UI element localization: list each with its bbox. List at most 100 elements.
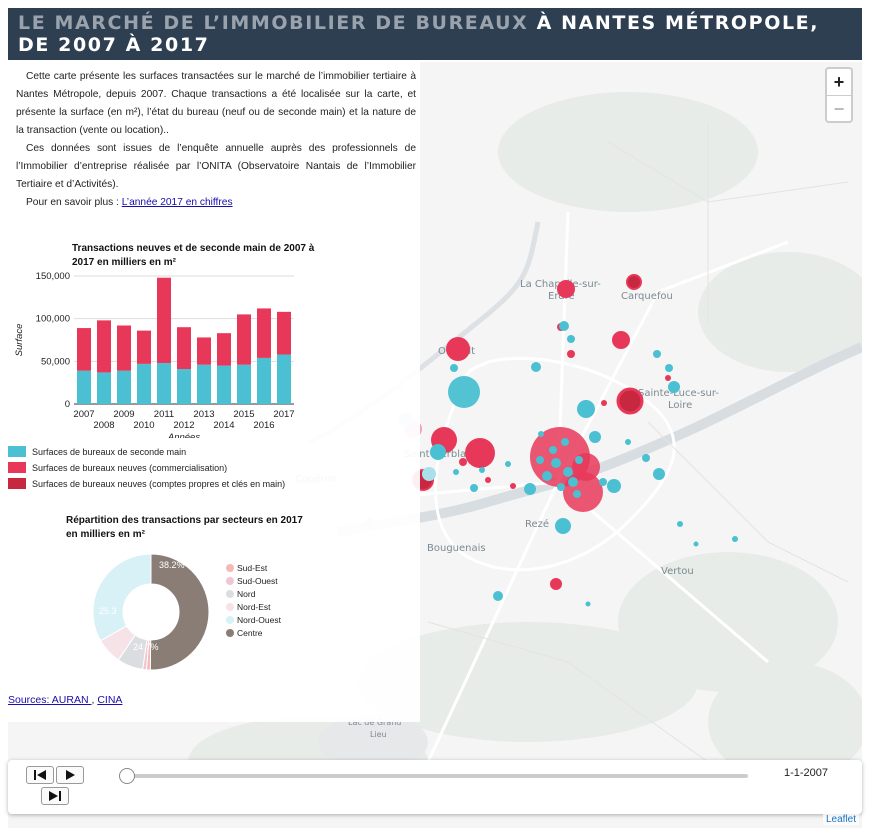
intro-more-prefix: Pour en savoir plus : (26, 197, 122, 208)
marker[interactable] (625, 439, 631, 445)
marker[interactable] (567, 335, 575, 343)
skip-back-button[interactable] (26, 766, 54, 784)
timeline-slider-handle[interactable] (119, 768, 135, 784)
x-tick-label: 2008 (93, 420, 114, 431)
bar (277, 354, 291, 404)
bar (77, 328, 91, 371)
marker[interactable] (550, 578, 562, 590)
marker[interactable] (732, 536, 738, 542)
marker[interactable] (626, 274, 642, 290)
marker[interactable] (446, 337, 470, 361)
pie-legend-dot (226, 564, 234, 572)
marker[interactable] (422, 467, 436, 481)
sources: Sources: AURAN , CINA (8, 694, 122, 706)
marker[interactable] (693, 541, 699, 547)
leaflet-attribution[interactable]: Leaflet (823, 814, 860, 825)
x-tick-label: 2017 (273, 409, 294, 420)
marker[interactable] (599, 478, 607, 486)
marker[interactable] (563, 467, 573, 477)
marker[interactable] (612, 331, 630, 349)
pie-legend-dot (226, 629, 234, 637)
marker[interactable] (665, 375, 671, 381)
marker[interactable] (493, 591, 503, 601)
pie-legend-item: Sud-Est (226, 563, 267, 573)
source-cina-link[interactable]: CINA (97, 694, 123, 706)
marker[interactable] (668, 381, 680, 393)
markers-red (404, 274, 671, 590)
marker[interactable] (542, 471, 552, 481)
marker[interactable] (653, 350, 661, 358)
marker[interactable] (430, 444, 446, 460)
marker[interactable] (577, 400, 595, 418)
sources-label[interactable]: Sources: AURAN (8, 694, 91, 706)
legend-swatch (8, 462, 26, 473)
marker[interactable] (536, 456, 544, 464)
pie-legend-item: Nord-Est (226, 602, 271, 612)
marker[interactable] (465, 438, 495, 468)
marker[interactable] (485, 477, 491, 483)
marker[interactable] (459, 458, 467, 466)
marker[interactable] (575, 456, 583, 464)
marker[interactable] (665, 364, 673, 372)
zoom-out-icon[interactable]: − (827, 95, 851, 121)
marker[interactable] (524, 483, 536, 495)
bar (177, 369, 191, 404)
marker[interactable] (653, 468, 665, 480)
marker[interactable] (557, 483, 565, 491)
label-bouguenais: Bouguenais (427, 543, 486, 554)
intro-text: Cette carte présente les surfaces transa… (16, 68, 416, 212)
x-tick-label: 2013 (193, 409, 214, 420)
timeline-track[interactable] (126, 774, 748, 778)
marker[interactable] (470, 484, 478, 492)
y-tick-label: 150,000 (36, 271, 70, 282)
bar (277, 311, 291, 355)
x-tick-label: 2010 (133, 420, 154, 431)
marker[interactable] (479, 467, 485, 473)
marker[interactable] (677, 521, 683, 527)
marker[interactable] (589, 431, 601, 443)
marker[interactable] (642, 454, 650, 462)
marker[interactable] (616, 387, 644, 415)
marker[interactable] (573, 490, 581, 498)
bar (97, 320, 111, 373)
legend-neuves-comptes-propres: Surfaces de bureaux neuves (comptes prop… (8, 478, 285, 489)
sources-prefix: Sources: (8, 694, 52, 706)
play-button[interactable] (56, 766, 84, 784)
marker[interactable] (568, 477, 578, 487)
info-panel: Cette carte présente les surfaces transa… (8, 62, 420, 722)
play-icon (66, 770, 75, 780)
marker[interactable] (450, 364, 458, 372)
marker[interactable] (538, 431, 544, 437)
transaction-markers (366, 274, 738, 607)
pie-legend-item: Nord-Ouest (226, 615, 281, 625)
marker[interactable] (453, 469, 459, 475)
marker[interactable] (555, 518, 571, 534)
legend-label: Surfaces de bureaux de seconde main (32, 446, 187, 457)
marker[interactable] (585, 601, 591, 607)
y-tick-label: 100,000 (36, 314, 70, 325)
marker[interactable] (559, 321, 569, 331)
marker[interactable] (601, 400, 607, 406)
pie-legend-dot (226, 590, 234, 598)
marker[interactable] (531, 362, 541, 372)
zoom-in-icon[interactable]: + (833, 72, 845, 92)
markers-blue (366, 321, 738, 607)
marker[interactable] (448, 376, 480, 408)
label-reze: Rezé (525, 518, 549, 530)
marker[interactable] (607, 479, 621, 493)
bar (137, 330, 151, 364)
marker[interactable] (549, 446, 557, 454)
marker[interactable] (561, 438, 569, 446)
marker[interactable] (567, 350, 575, 358)
marker[interactable] (551, 458, 561, 468)
marker[interactable] (505, 461, 511, 467)
annee-2017-link[interactable]: L’année 2017 en chiffres (121, 197, 233, 208)
y-tick-label: 50,000 (41, 356, 70, 367)
bar (237, 364, 251, 404)
skip-forward-button[interactable] (41, 787, 69, 805)
marker[interactable] (510, 483, 516, 489)
timeline-date: 1-1-2007 (784, 767, 829, 779)
marker[interactable] (557, 280, 575, 298)
legend-label: Surfaces de bureaux neuves (commercialis… (32, 462, 228, 473)
legend-swatch (8, 446, 26, 457)
